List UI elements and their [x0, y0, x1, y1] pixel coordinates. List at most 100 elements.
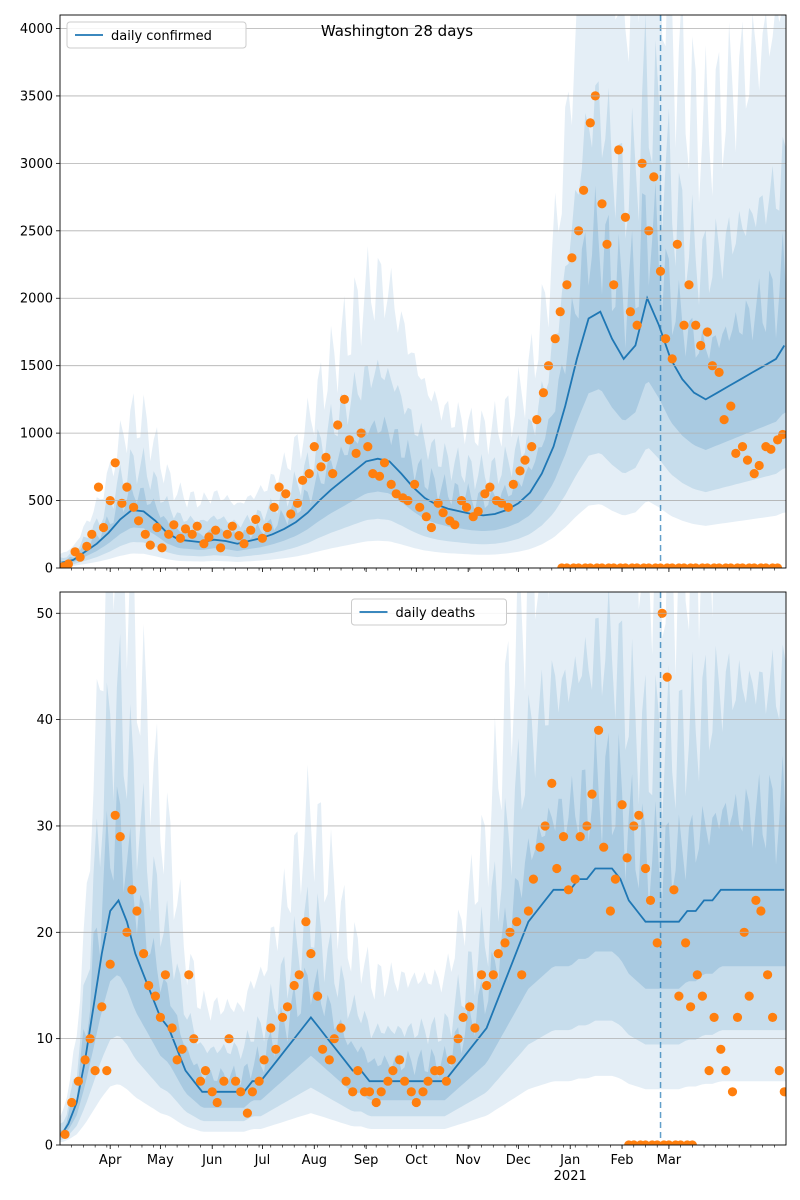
confirmed-point [321, 452, 331, 462]
confirmed-point [281, 489, 291, 499]
confirmed-point [269, 502, 279, 512]
deaths-point [318, 1044, 328, 1054]
confirmed-point [339, 394, 349, 404]
deaths-point [172, 1055, 182, 1065]
confirmed-point [426, 522, 436, 533]
confirmed-point [140, 529, 150, 539]
deaths-xtick-label: Apr [99, 1153, 122, 1168]
deaths-xtick-label: Dec [506, 1153, 531, 1168]
confirmed-point [532, 415, 542, 425]
deaths-point [271, 1044, 281, 1054]
confirmed-point [227, 521, 237, 531]
confirmed-band-0 [60, 15, 786, 567]
confirmed-point [497, 498, 507, 508]
confirmed-point [450, 520, 460, 530]
confirmed-point [562, 280, 572, 290]
deaths-point [687, 1140, 697, 1145]
confirmed-point [609, 280, 619, 290]
confirmed-panel: 0 500 1000 1500 2000 2500 3000 3500 4000 daily co… [20, 14, 787, 577]
deaths-point [80, 1055, 90, 1065]
deaths-point [435, 1066, 445, 1076]
deaths-ytick-label: 10 [36, 1032, 53, 1047]
confirmed-point [766, 444, 776, 454]
confirmed-point [298, 475, 308, 485]
confirmed-point [649, 172, 659, 182]
confirmed-point [379, 458, 390, 468]
deaths-point [364, 1087, 375, 1097]
deaths-point [727, 1087, 738, 1097]
confirmed-band-1 [60, 15, 786, 566]
deaths-point [563, 885, 574, 895]
deaths-point [756, 906, 766, 916]
confirmed-point [344, 435, 354, 445]
deaths-point [324, 1055, 334, 1065]
deaths-point [395, 1055, 405, 1065]
confirmed-point [304, 469, 314, 479]
confirmed-point [661, 334, 671, 344]
confirmed-point [98, 522, 109, 533]
confirmed-ytick-label: 4000 [20, 22, 53, 37]
confirmed-point [579, 185, 589, 195]
deaths-point [622, 853, 632, 863]
deaths-point [512, 917, 522, 927]
deaths-band-0 [60, 592, 786, 1143]
deaths-point [617, 800, 627, 810]
confirmed-point [63, 559, 73, 568]
deaths-point [67, 1097, 77, 1108]
deaths-xtick-year-label: 2021 [554, 1169, 587, 1184]
confirmed-point [503, 502, 513, 512]
deaths-point [493, 949, 503, 959]
confirmed-point [597, 199, 607, 209]
confirmed-point [222, 529, 232, 539]
deaths-point [144, 980, 154, 991]
deaths-point [348, 1087, 358, 1097]
confirmed-point [122, 482, 132, 492]
deaths-point [645, 895, 656, 906]
confirmed-point [117, 498, 127, 508]
confirmed-point [386, 479, 396, 489]
confirmed-point [274, 482, 284, 492]
deaths-point [400, 1076, 410, 1086]
confirmed-point [625, 307, 636, 317]
deaths-point [774, 1066, 784, 1076]
deaths-point [411, 1097, 421, 1108]
deaths-point [605, 906, 616, 916]
chart-title: Washington 28 days [321, 22, 473, 40]
confirmed-point [702, 327, 713, 337]
confirmed-point [726, 401, 736, 411]
confirmed-point [778, 429, 786, 440]
confirmed-point [691, 320, 701, 330]
deaths-point [704, 1066, 714, 1076]
deaths-point [528, 874, 539, 884]
deaths-point [709, 1012, 719, 1023]
confirmed-point [461, 502, 472, 512]
deaths-point [470, 1023, 480, 1033]
deaths-point [594, 725, 604, 735]
confirmed-ytick-label: 1000 [20, 427, 53, 442]
confirmed-point [672, 239, 682, 249]
confirmed-point [655, 266, 666, 276]
confirmed-ytick-label: 3000 [20, 157, 53, 172]
deaths-point [259, 1055, 269, 1065]
confirmed-point [374, 471, 385, 481]
deaths-point [371, 1097, 381, 1108]
deaths-point [90, 1066, 100, 1076]
deaths-point [744, 991, 754, 1001]
confirmed-point [211, 525, 221, 535]
confirmed-point [602, 239, 612, 249]
confirmed-point [538, 388, 549, 398]
deaths-point [139, 949, 149, 959]
deaths-point [282, 1002, 293, 1012]
deaths-point [97, 1002, 107, 1012]
confirmed-band-2 [60, 182, 786, 565]
deaths-legend [351, 598, 507, 626]
deaths-point [306, 949, 316, 959]
deaths-point [558, 832, 569, 842]
deaths-point [212, 1097, 222, 1108]
deaths-point [155, 1012, 165, 1023]
confirmed-point [93, 482, 104, 492]
deaths-legend-label: daily deaths [396, 606, 476, 621]
confirmed-legend-label: daily confirmed [111, 29, 212, 44]
confirmed-ytick-label: 3500 [20, 89, 53, 104]
deaths-point [500, 938, 510, 948]
